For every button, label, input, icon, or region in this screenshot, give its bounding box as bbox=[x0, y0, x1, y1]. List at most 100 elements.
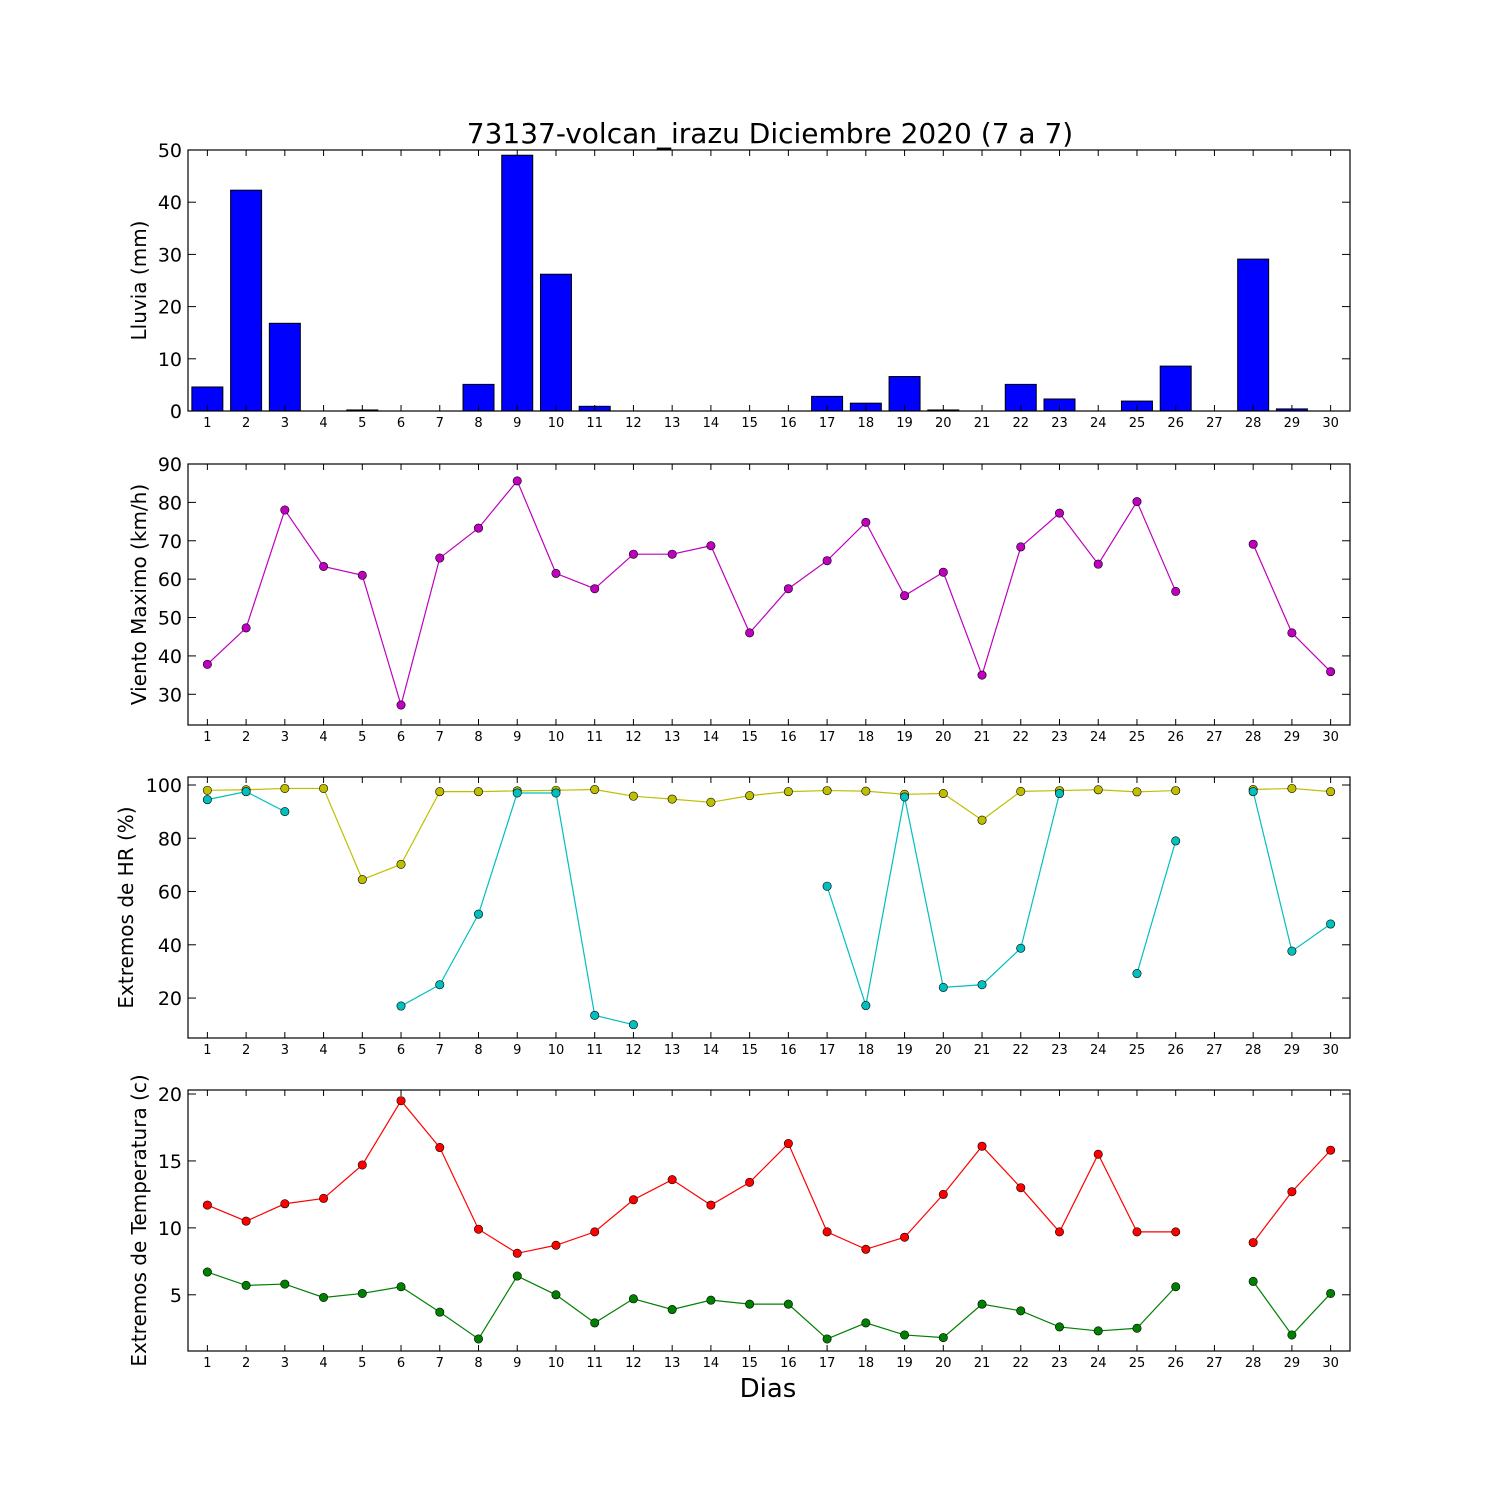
y-tick-label: 40 bbox=[158, 192, 182, 214]
temp-series-0-point bbox=[241, 1216, 251, 1226]
hr-series-0-point bbox=[1132, 787, 1142, 797]
x-tick-label: 17 bbox=[819, 416, 836, 431]
x-tick-label: 15 bbox=[741, 416, 758, 431]
x-tick-label: 20 bbox=[935, 1043, 952, 1058]
temp-series-1-point bbox=[319, 1292, 329, 1302]
hr-series-0-point bbox=[357, 875, 367, 885]
y-tick-label: 20 bbox=[158, 988, 182, 1010]
hr-series-1-line bbox=[1136, 840, 1177, 974]
x-tick-label: 28 bbox=[1245, 1043, 1262, 1058]
x-tick-label: 13 bbox=[664, 1356, 681, 1371]
x-tick-label: 22 bbox=[1012, 1356, 1029, 1371]
viento-series-0-point bbox=[1248, 539, 1258, 549]
x-axis-label: Dias bbox=[740, 1374, 797, 1404]
hr-series-1-point bbox=[551, 788, 561, 798]
viento-series-0-point bbox=[590, 584, 600, 594]
temp-series-0-point bbox=[590, 1227, 600, 1237]
x-tick-label: 23 bbox=[1051, 416, 1068, 431]
x-tick-label: 24 bbox=[1090, 1356, 1107, 1371]
x-tick-label: 1 bbox=[203, 416, 211, 431]
hr-series-1-point bbox=[280, 807, 290, 817]
viento-series-0-line bbox=[206, 479, 1177, 708]
x-tick-label: 10 bbox=[548, 1356, 565, 1371]
y-tick-label: 80 bbox=[158, 828, 182, 850]
viento-series-0-point bbox=[551, 568, 561, 578]
y-tick-label: 10 bbox=[158, 349, 182, 371]
viento-series-0-point bbox=[861, 517, 871, 527]
lluvia-bar bbox=[1237, 258, 1270, 412]
x-tick-label: 22 bbox=[1012, 1043, 1029, 1058]
viento-series-0-point bbox=[977, 670, 987, 680]
x-tick-label: 25 bbox=[1129, 416, 1146, 431]
x-tick-label: 7 bbox=[436, 1356, 444, 1371]
x-tick-label: 11 bbox=[586, 1043, 603, 1058]
viento-series-0-point bbox=[900, 591, 910, 601]
x-tick-label: 7 bbox=[436, 730, 444, 745]
x-tick-label: 15 bbox=[741, 730, 758, 745]
viento-series-0-point bbox=[396, 700, 406, 710]
hr-series-1-point bbox=[1016, 943, 1026, 953]
x-tick-label: 28 bbox=[1245, 730, 1262, 745]
x-tick-label: 12 bbox=[625, 1043, 642, 1058]
y-axis-label-hr: Extremos de HR (%) bbox=[114, 806, 138, 1008]
x-tick-label: 26 bbox=[1167, 1356, 1184, 1371]
hr-series-1-point bbox=[241, 787, 251, 797]
y-tick-label: 100 bbox=[146, 775, 182, 797]
x-tick-label: 23 bbox=[1051, 1356, 1068, 1371]
temp-series-1-point bbox=[280, 1279, 290, 1289]
x-tick-label: 9 bbox=[513, 730, 521, 745]
x-tick-label: 9 bbox=[513, 416, 521, 431]
chart-title: 73137-volcan_irazu Diciembre 2020 (7 a 7… bbox=[467, 117, 1073, 150]
x-tick-label: 20 bbox=[935, 1356, 952, 1371]
temp-series-0-point bbox=[512, 1248, 522, 1258]
viento-series-0-point bbox=[512, 476, 522, 486]
y-tick-label: 80 bbox=[158, 492, 182, 514]
x-tick-label: 16 bbox=[780, 1356, 797, 1371]
temp-series-0-point bbox=[938, 1189, 948, 1199]
x-tick-label: 7 bbox=[436, 1043, 444, 1058]
x-tick-label: 27 bbox=[1206, 1356, 1223, 1371]
viento-series-0-point bbox=[319, 561, 329, 571]
x-tick-label: 21 bbox=[974, 416, 991, 431]
x-tick-label: 22 bbox=[1012, 730, 1029, 745]
temp-series-1-point bbox=[1287, 1330, 1297, 1340]
temp-series-1-point bbox=[1016, 1306, 1026, 1316]
temp-series-0-point bbox=[280, 1199, 290, 1209]
x-tick-label: 1 bbox=[203, 730, 211, 745]
hr-series-0-point bbox=[319, 783, 329, 793]
x-tick-label: 12 bbox=[625, 730, 642, 745]
panel-viento-frame bbox=[187, 463, 1351, 726]
x-tick-label: 1 bbox=[203, 1043, 211, 1058]
hr-series-0-point bbox=[1326, 787, 1336, 797]
viento-series-0-point bbox=[706, 541, 716, 551]
hr-series-0-point bbox=[1093, 785, 1103, 795]
x-tick-label: 10 bbox=[548, 1043, 565, 1058]
temp-series-1-point bbox=[1093, 1326, 1103, 1336]
hr-series-1-point bbox=[822, 881, 832, 891]
temp-series-1-point bbox=[1248, 1276, 1258, 1286]
x-tick-label: 5 bbox=[358, 416, 366, 431]
hr-series-1-point bbox=[1055, 789, 1065, 799]
hr-series-0-point bbox=[938, 789, 948, 799]
temp-series-0-point bbox=[900, 1232, 910, 1242]
hr-series-0-point bbox=[977, 815, 987, 825]
x-tick-label: 3 bbox=[281, 730, 289, 745]
hr-series-0-point bbox=[1171, 786, 1181, 796]
y-axis-label-viento: Viento Maximo (km/h) bbox=[127, 484, 151, 705]
hr-series-0-point bbox=[280, 783, 290, 793]
hr-series-1-point bbox=[861, 1001, 871, 1011]
lluvia-bar bbox=[1159, 365, 1192, 412]
hr-series-1-point bbox=[1248, 787, 1258, 797]
x-tick-label: 15 bbox=[741, 1043, 758, 1058]
x-tick-label: 19 bbox=[896, 416, 913, 431]
hr-series-0-point bbox=[706, 797, 716, 807]
x-tick-label: 13 bbox=[664, 1043, 681, 1058]
x-tick-label: 26 bbox=[1167, 730, 1184, 745]
x-tick-label: 22 bbox=[1012, 416, 1029, 431]
temp-series-1-point bbox=[900, 1330, 910, 1340]
x-tick-label: 26 bbox=[1167, 1043, 1184, 1058]
x-tick-label: 14 bbox=[703, 1043, 720, 1058]
x-tick-label: 20 bbox=[935, 416, 952, 431]
viento-series-0-point bbox=[1093, 559, 1103, 569]
viento-series-0-point bbox=[1171, 586, 1181, 596]
